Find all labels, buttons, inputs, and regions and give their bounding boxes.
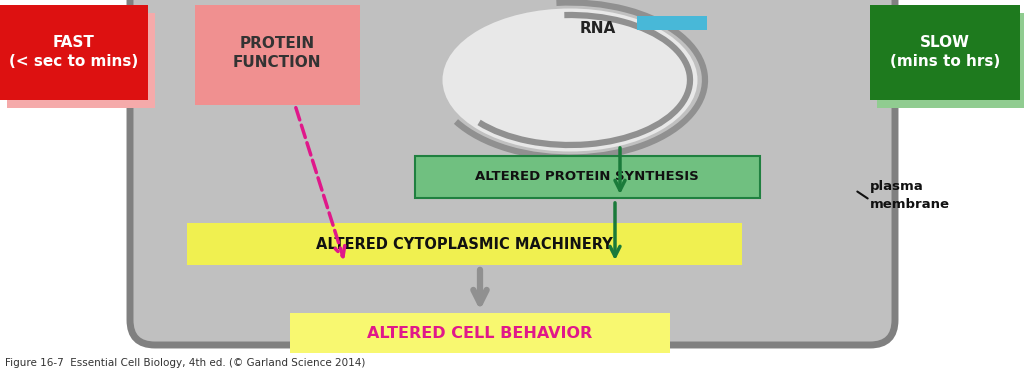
FancyBboxPatch shape (0, 5, 148, 100)
FancyBboxPatch shape (187, 223, 742, 265)
Text: RNA: RNA (580, 21, 616, 36)
Ellipse shape (442, 9, 697, 151)
FancyBboxPatch shape (130, 0, 895, 345)
Text: PROTEIN
FUNCTION: PROTEIN FUNCTION (232, 36, 322, 70)
FancyBboxPatch shape (637, 16, 707, 30)
FancyBboxPatch shape (877, 13, 1024, 108)
Text: Figure 16-7  Essential Cell Biology, 4th ed. (© Garland Science 2014): Figure 16-7 Essential Cell Biology, 4th … (5, 358, 366, 368)
FancyBboxPatch shape (7, 13, 155, 108)
FancyBboxPatch shape (290, 313, 670, 353)
Text: ALTERED CELL BEHAVIOR: ALTERED CELL BEHAVIOR (368, 325, 593, 340)
Text: FAST
(< sec to mins): FAST (< sec to mins) (9, 35, 138, 70)
FancyBboxPatch shape (870, 5, 1020, 100)
Text: SLOW
(mins to hrs): SLOW (mins to hrs) (890, 35, 1000, 70)
Text: ALTERED CYTOPLASMIC MACHINERY: ALTERED CYTOPLASMIC MACHINERY (315, 236, 612, 251)
FancyBboxPatch shape (195, 5, 360, 105)
Text: ALTERED PROTEIN SYNTHESIS: ALTERED PROTEIN SYNTHESIS (475, 169, 698, 183)
Text: plasma
membrane: plasma membrane (870, 180, 950, 211)
FancyBboxPatch shape (415, 156, 760, 198)
